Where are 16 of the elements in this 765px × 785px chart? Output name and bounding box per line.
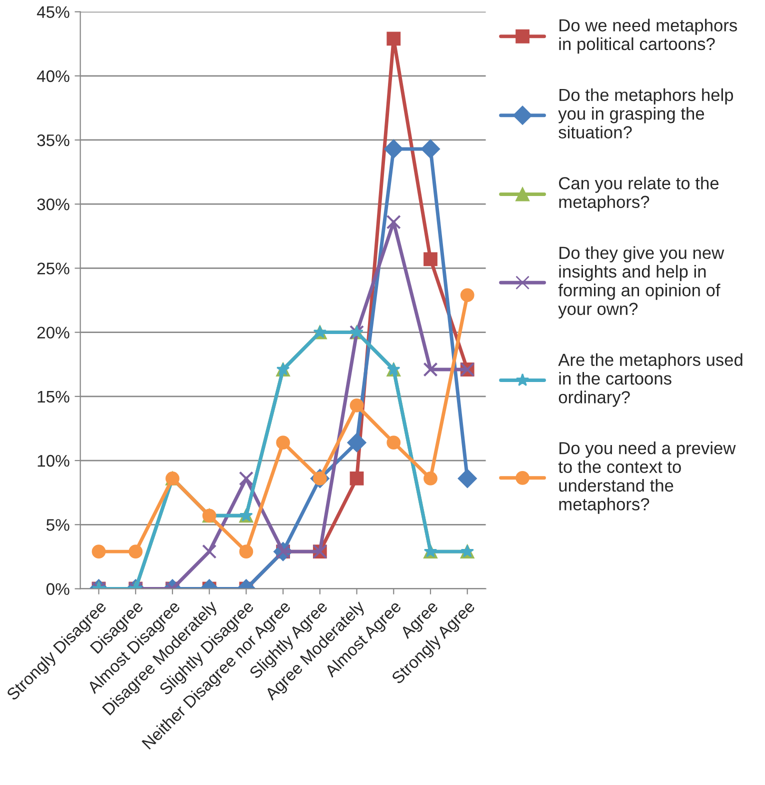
legend-label: Do the metaphors help you in grasping the situation? xyxy=(558,88,734,138)
legend-label: Do we need metaphors in political cartoons? xyxy=(559,18,737,54)
y-tick-label: 40% xyxy=(36,70,70,82)
y-tick-label: 10% xyxy=(38,454,70,467)
y-tick-label: 20% xyxy=(37,326,70,339)
y-tick-label: 45% xyxy=(36,6,70,18)
legend-label: Do you need a preview to the context to understand the metaphors? xyxy=(558,442,736,514)
legend-label: Are the metaphors used in the cartoons ordinary? xyxy=(558,353,742,407)
y-tick-label: 0% xyxy=(46,583,70,595)
y-tick-label: 30% xyxy=(37,198,70,210)
y-tick-label: 5% xyxy=(46,519,70,531)
legend-label: Do they give you new insights and help in forming an opinion of your own? xyxy=(558,246,724,319)
legend-label: Can you relate to the metaphors? xyxy=(559,176,719,212)
y-tick-label: 25% xyxy=(37,262,70,274)
y-tick-label: 15% xyxy=(38,390,70,403)
y-tick-label: 35% xyxy=(37,134,70,146)
